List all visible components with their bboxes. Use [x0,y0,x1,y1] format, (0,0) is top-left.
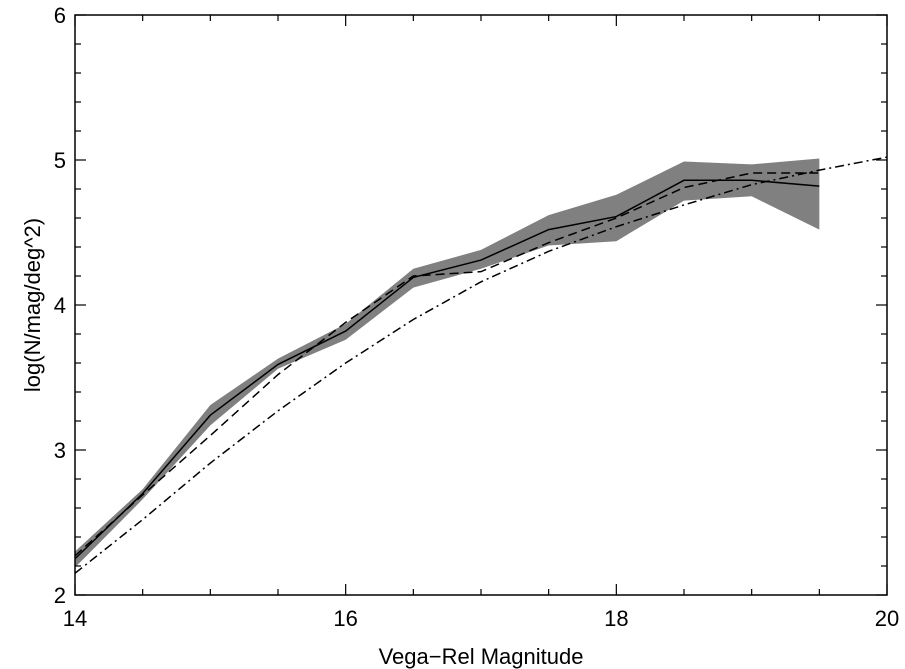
axis-tick-labels: 14 16 18 20 2 3 4 5 6 [54,3,899,631]
solid-series-line [75,179,820,560]
y-tick-label: 4 [54,293,66,318]
x-axis-label: Vega−Rel Magnitude [379,644,584,669]
y-tick-label: 6 [54,3,66,28]
dashdot-series-line [75,156,887,574]
y-tick-label: 3 [54,438,66,463]
x-tick-label: 18 [604,606,628,631]
y-axis-label: log(N/mag/deg^2) [20,218,45,392]
y-tick-label: 2 [54,583,66,608]
axis-ticks [74,14,888,596]
x-tick-label: 14 [63,606,87,631]
x-tick-label: 16 [333,606,357,631]
x-tick-label: 20 [875,606,899,631]
y-tick-label: 5 [54,148,66,173]
plot-area [75,156,887,574]
